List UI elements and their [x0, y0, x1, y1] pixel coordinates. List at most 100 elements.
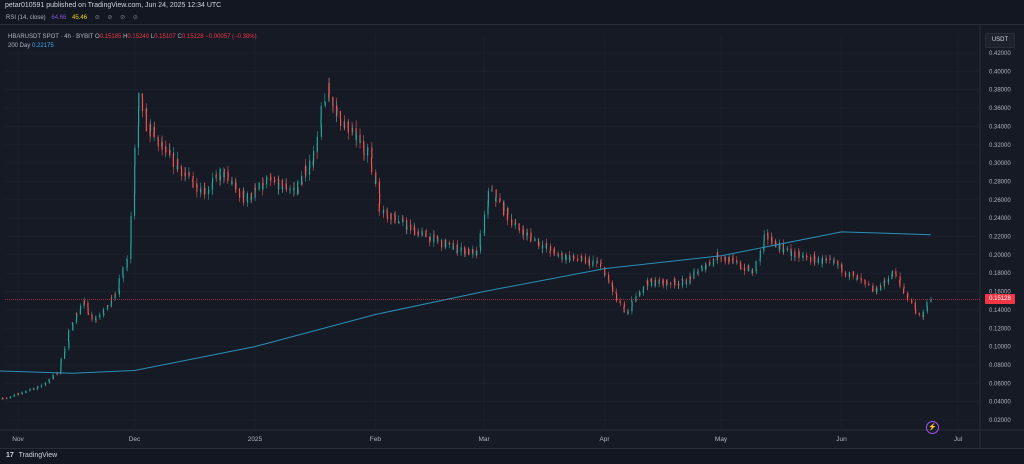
- candle-body: [297, 181, 299, 183]
- x-tick-label: Mar: [479, 436, 491, 443]
- candle-body: [456, 251, 458, 253]
- candle-body: [367, 147, 369, 151]
- tradingview-logo[interactable]: 17 TradingView: [6, 452, 57, 459]
- y-tick-label: 0.42000: [989, 51, 1011, 57]
- candle-body: [355, 135, 357, 140]
- candle-body: [639, 292, 641, 296]
- candle-body: [371, 147, 373, 158]
- candle-body: [581, 256, 583, 261]
- candle-body: [137, 126, 140, 148]
- candle-body: [895, 274, 897, 277]
- candle-body: [864, 280, 866, 281]
- candle-body: [506, 213, 509, 221]
- candle-body: [452, 249, 455, 250]
- candle-body: [405, 225, 408, 230]
- candle-body: [313, 150, 315, 163]
- candle-body: [87, 307, 89, 314]
- candle-body: [460, 247, 462, 250]
- candle-body: [351, 127, 353, 129]
- candle-body: [782, 248, 784, 252]
- ma-value: 0.22175: [32, 43, 54, 49]
- candle-body: [52, 376, 54, 380]
- candle-body: [157, 139, 159, 147]
- candle-body: [281, 187, 284, 190]
- y-tick-label: 0.38000: [989, 88, 1011, 94]
- candle-body: [522, 229, 524, 233]
- candle-body: [332, 105, 334, 107]
- candle-body: [102, 309, 105, 314]
- candle-body: [339, 110, 341, 119]
- y-tick-label: 0.02000: [989, 418, 1011, 424]
- candle-body: [623, 303, 625, 307]
- candle-body: [720, 258, 722, 259]
- candle-body: [153, 132, 155, 137]
- candle-body: [740, 267, 742, 270]
- candle-body: [713, 258, 715, 260]
- candle-body: [580, 256, 582, 258]
- candle-body: [304, 166, 307, 175]
- currency-button[interactable]: USDT: [985, 33, 1015, 48]
- candle-body: [511, 219, 513, 226]
- candle-body: [538, 241, 540, 247]
- candle-body: [339, 118, 342, 127]
- candle-body: [751, 270, 753, 274]
- candle-body: [864, 281, 866, 284]
- ma-label[interactable]: 200 Day: [8, 43, 31, 49]
- x-tick-label: Jul: [954, 436, 963, 443]
- candle-body: [480, 247, 482, 250]
- symbol-label[interactable]: HBARUSDT SPOT · 4h · BYBIT: [8, 34, 94, 40]
- x-tick-label: Feb: [370, 436, 382, 443]
- candle-body: [192, 181, 194, 188]
- publisher-bar: petar010591 published on TradingView.com…: [0, 0, 1024, 11]
- candle-body: [805, 256, 808, 257]
- indicator-settings-icons[interactable]: ⊘ ⊘ ⊘ ⊘: [94, 15, 141, 21]
- candle-body: [635, 295, 637, 302]
- y-tick-label: 0.20000: [989, 253, 1011, 259]
- candle-body: [277, 179, 279, 181]
- candle-body: [227, 172, 229, 179]
- candle-body: [798, 252, 800, 258]
- candle-body: [876, 290, 878, 293]
- candle-body: [650, 278, 652, 282]
- candle-body: [736, 261, 738, 263]
- candle-body: [829, 258, 831, 260]
- candle-body: [320, 124, 322, 137]
- candle-body: [499, 198, 501, 201]
- candle-body: [794, 256, 796, 258]
- candle-body: [95, 319, 97, 321]
- candle-body: [747, 269, 750, 271]
- candle-body: [208, 189, 210, 192]
- ohlc-row: HBARUSDT SPOT · 4h · BYBIT O0.15185 H0.1…: [8, 33, 257, 42]
- candle-body: [499, 200, 501, 202]
- candle-body: [860, 279, 862, 281]
- candle-body: [926, 306, 928, 312]
- candle-body: [246, 193, 248, 200]
- candle-body: [192, 176, 194, 179]
- candle-body: [17, 394, 19, 396]
- candle-body: [701, 265, 703, 268]
- candle-body: [332, 97, 334, 106]
- candle-body: [468, 248, 470, 256]
- candle-body: [646, 283, 649, 286]
- price-chart[interactable]: 0.02000 0.04000 0.06000 0.08000 0.10000 0.120…: [0, 25, 1024, 448]
- candle-body: [883, 281, 885, 283]
- indicator-bar: RSI (14, close) 64.66 45.46 ⊘ ⊘ ⊘ ⊘: [0, 11, 1024, 25]
- candle-body: [565, 255, 567, 261]
- candle-body: [603, 273, 606, 275]
- candle-body: [165, 146, 167, 153]
- candle-body: [347, 128, 349, 133]
- candle-body: [891, 273, 893, 279]
- candle-body: [682, 279, 684, 283]
- y-tick-label: 0.22000: [989, 235, 1011, 241]
- lightning-icon[interactable]: ⚡: [926, 421, 939, 434]
- candle-body: [576, 259, 578, 261]
- candle-body: [379, 192, 381, 204]
- rsi-label[interactable]: RSI (14, close): [6, 15, 46, 21]
- candle-body: [10, 396, 12, 398]
- candle-body: [328, 82, 330, 95]
- candle-body: [650, 278, 653, 286]
- candle-body: [44, 383, 47, 386]
- candle-body: [530, 234, 532, 237]
- candle-body: [215, 174, 217, 176]
- candle-body: [417, 231, 419, 236]
